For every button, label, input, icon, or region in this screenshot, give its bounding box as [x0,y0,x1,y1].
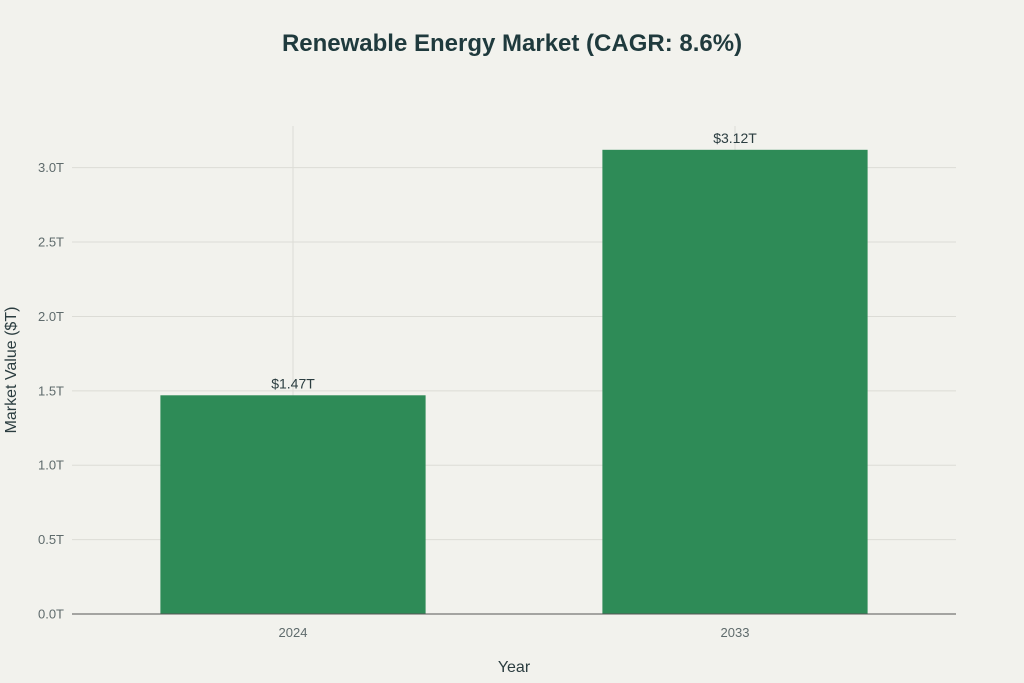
data-label-2024: $1.47T [271,375,315,391]
y-tick-label: 0.0T [38,607,64,622]
y-tick-label: 2.0T [38,309,64,324]
data-label-2033: $3.12T [713,130,757,146]
y-axis-title: Market Value ($T) [3,307,20,434]
bar-2024 [160,395,426,614]
bar-2033 [602,149,868,614]
y-axis-ticks: 0.0T 0.5T 1.0T 1.5T 2.0T 2.5T 3.0T [38,160,64,621]
x-axis-title: Year [498,659,531,676]
y-tick-label: 3.0T [38,160,64,175]
bars [160,149,868,614]
x-tick-label-2033: 2033 [721,625,750,640]
y-tick-label: 1.0T [38,458,64,473]
x-tick-label-2024: 2024 [279,625,308,640]
y-tick-label: 0.5T [38,532,64,547]
y-tick-label: 2.5T [38,235,64,250]
data-labels: $1.47T $3.12T [271,130,757,391]
chart-title: Renewable Energy Market (CAGR: 8.6%) [282,30,742,57]
x-axis-ticks: 2024 2033 [279,625,750,640]
y-tick-label: 1.5T [38,383,64,398]
